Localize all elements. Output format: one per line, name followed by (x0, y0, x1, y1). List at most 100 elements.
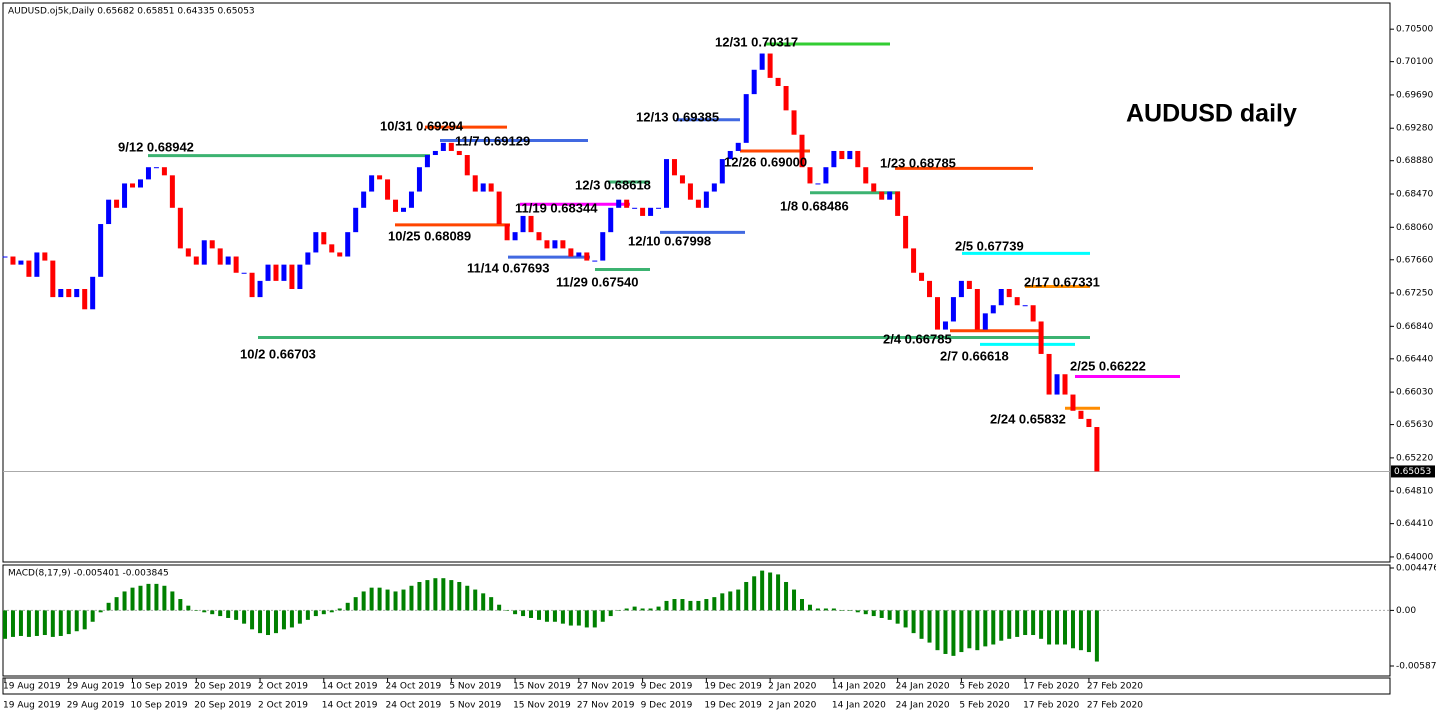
macd-bar (800, 599, 804, 611)
candle (329, 244, 335, 253)
macd-bar (377, 587, 382, 611)
macd-bar (823, 608, 828, 611)
candle (544, 240, 550, 249)
macd-bar (425, 580, 430, 611)
macd-bar (58, 610, 63, 636)
candle (1070, 394, 1076, 411)
candle (950, 297, 956, 322)
x-tick-label-secondary: 20 Sep 2019 (194, 701, 251, 711)
candle (185, 248, 191, 257)
candle (847, 150, 853, 160)
candle (831, 150, 837, 168)
y-tick-label: 0.64410 (1396, 519, 1433, 529)
candle (353, 207, 359, 233)
candle (759, 53, 765, 70)
level-label: 1/23 0.68785 (880, 155, 956, 170)
candle (42, 252, 48, 261)
candle (448, 142, 454, 151)
macd-bar (648, 608, 653, 611)
level-label: 2/17 0.67331 (1024, 274, 1100, 289)
macd-bar (1007, 610, 1012, 639)
candle (911, 248, 917, 273)
y-tick-label: 0.66030 (1396, 388, 1433, 398)
candle (656, 207, 662, 209)
candle (424, 155, 430, 168)
candle (432, 150, 438, 156)
candle (1046, 353, 1052, 395)
macd-bar (122, 591, 127, 611)
macd-bar (536, 610, 541, 620)
y-tick-label: 0.004476 (1396, 564, 1436, 574)
level-label: 10/31 0.69294 (380, 118, 464, 133)
candle (767, 53, 773, 78)
macd-bar (345, 602, 350, 611)
candle (783, 86, 789, 111)
macd-bar (1063, 610, 1068, 645)
macd-bar (1086, 610, 1091, 653)
candle (919, 272, 925, 281)
candle (169, 175, 175, 208)
macd-bar (1055, 610, 1060, 645)
macd-bar (696, 600, 701, 611)
macd-bar (266, 610, 271, 636)
macd-bar (361, 591, 366, 611)
candle (98, 224, 104, 277)
date-bar (2, 677, 1391, 695)
candle (26, 260, 32, 277)
level-label: 10/2 0.66703 (240, 346, 316, 361)
level-label: 11/19 0.68344 (515, 200, 598, 215)
macd-bar (927, 610, 932, 643)
level-label: 1/8 0.68486 (780, 198, 849, 213)
candle (823, 167, 829, 184)
macd-bar (521, 610, 526, 617)
macd-bar (289, 610, 294, 628)
macd-bar (497, 604, 502, 611)
y-tick-label: 0.00 (1396, 606, 1416, 616)
macd-bar (1070, 610, 1075, 649)
x-tick-label: 24 Oct 2019 (386, 682, 442, 692)
macd-bar (807, 604, 812, 611)
macd-bar (895, 610, 900, 624)
candle (241, 272, 247, 274)
y-tick-label: 0.64810 (1396, 487, 1433, 497)
macd-bar (712, 597, 717, 611)
macd-bar (616, 610, 621, 611)
level-label: 11/7 0.69129 (455, 133, 530, 148)
candle (488, 183, 494, 192)
candle (687, 183, 693, 200)
candle (998, 288, 1004, 306)
macd-bar (473, 589, 478, 611)
macd-bar (983, 610, 988, 647)
candle (592, 260, 598, 262)
macd-bar (202, 610, 207, 613)
candle (807, 167, 813, 184)
macd-bar (457, 581, 462, 611)
macd-bar (393, 591, 398, 611)
candle (576, 252, 582, 257)
candle (257, 280, 263, 298)
macd-bar (513, 610, 518, 615)
y-tick-label: 0.66440 (1396, 354, 1433, 364)
macd-bar (784, 581, 789, 611)
candle (608, 207, 614, 233)
x-tick-label-secondary: 17 Feb 2020 (1023, 701, 1079, 711)
macd-bar (584, 610, 589, 628)
candle (337, 252, 343, 257)
macd-bar (999, 610, 1004, 641)
macd-bar (170, 591, 175, 611)
candle (934, 297, 940, 330)
x-tick-label: 29 Aug 2019 (67, 682, 125, 692)
x-tick-label-secondary: 2 Jan 2020 (768, 701, 816, 711)
candle (839, 150, 845, 160)
y-tick-label: 0.68470 (1396, 189, 1433, 199)
candle (1094, 427, 1100, 472)
macd-bar (624, 608, 629, 611)
candle (114, 199, 120, 208)
macd-bar (768, 572, 773, 611)
macd-bar (146, 583, 151, 611)
candle (624, 199, 630, 208)
macd-bar (66, 610, 71, 635)
candle (401, 207, 406, 212)
candle (289, 264, 295, 289)
macd-bar (369, 587, 374, 611)
